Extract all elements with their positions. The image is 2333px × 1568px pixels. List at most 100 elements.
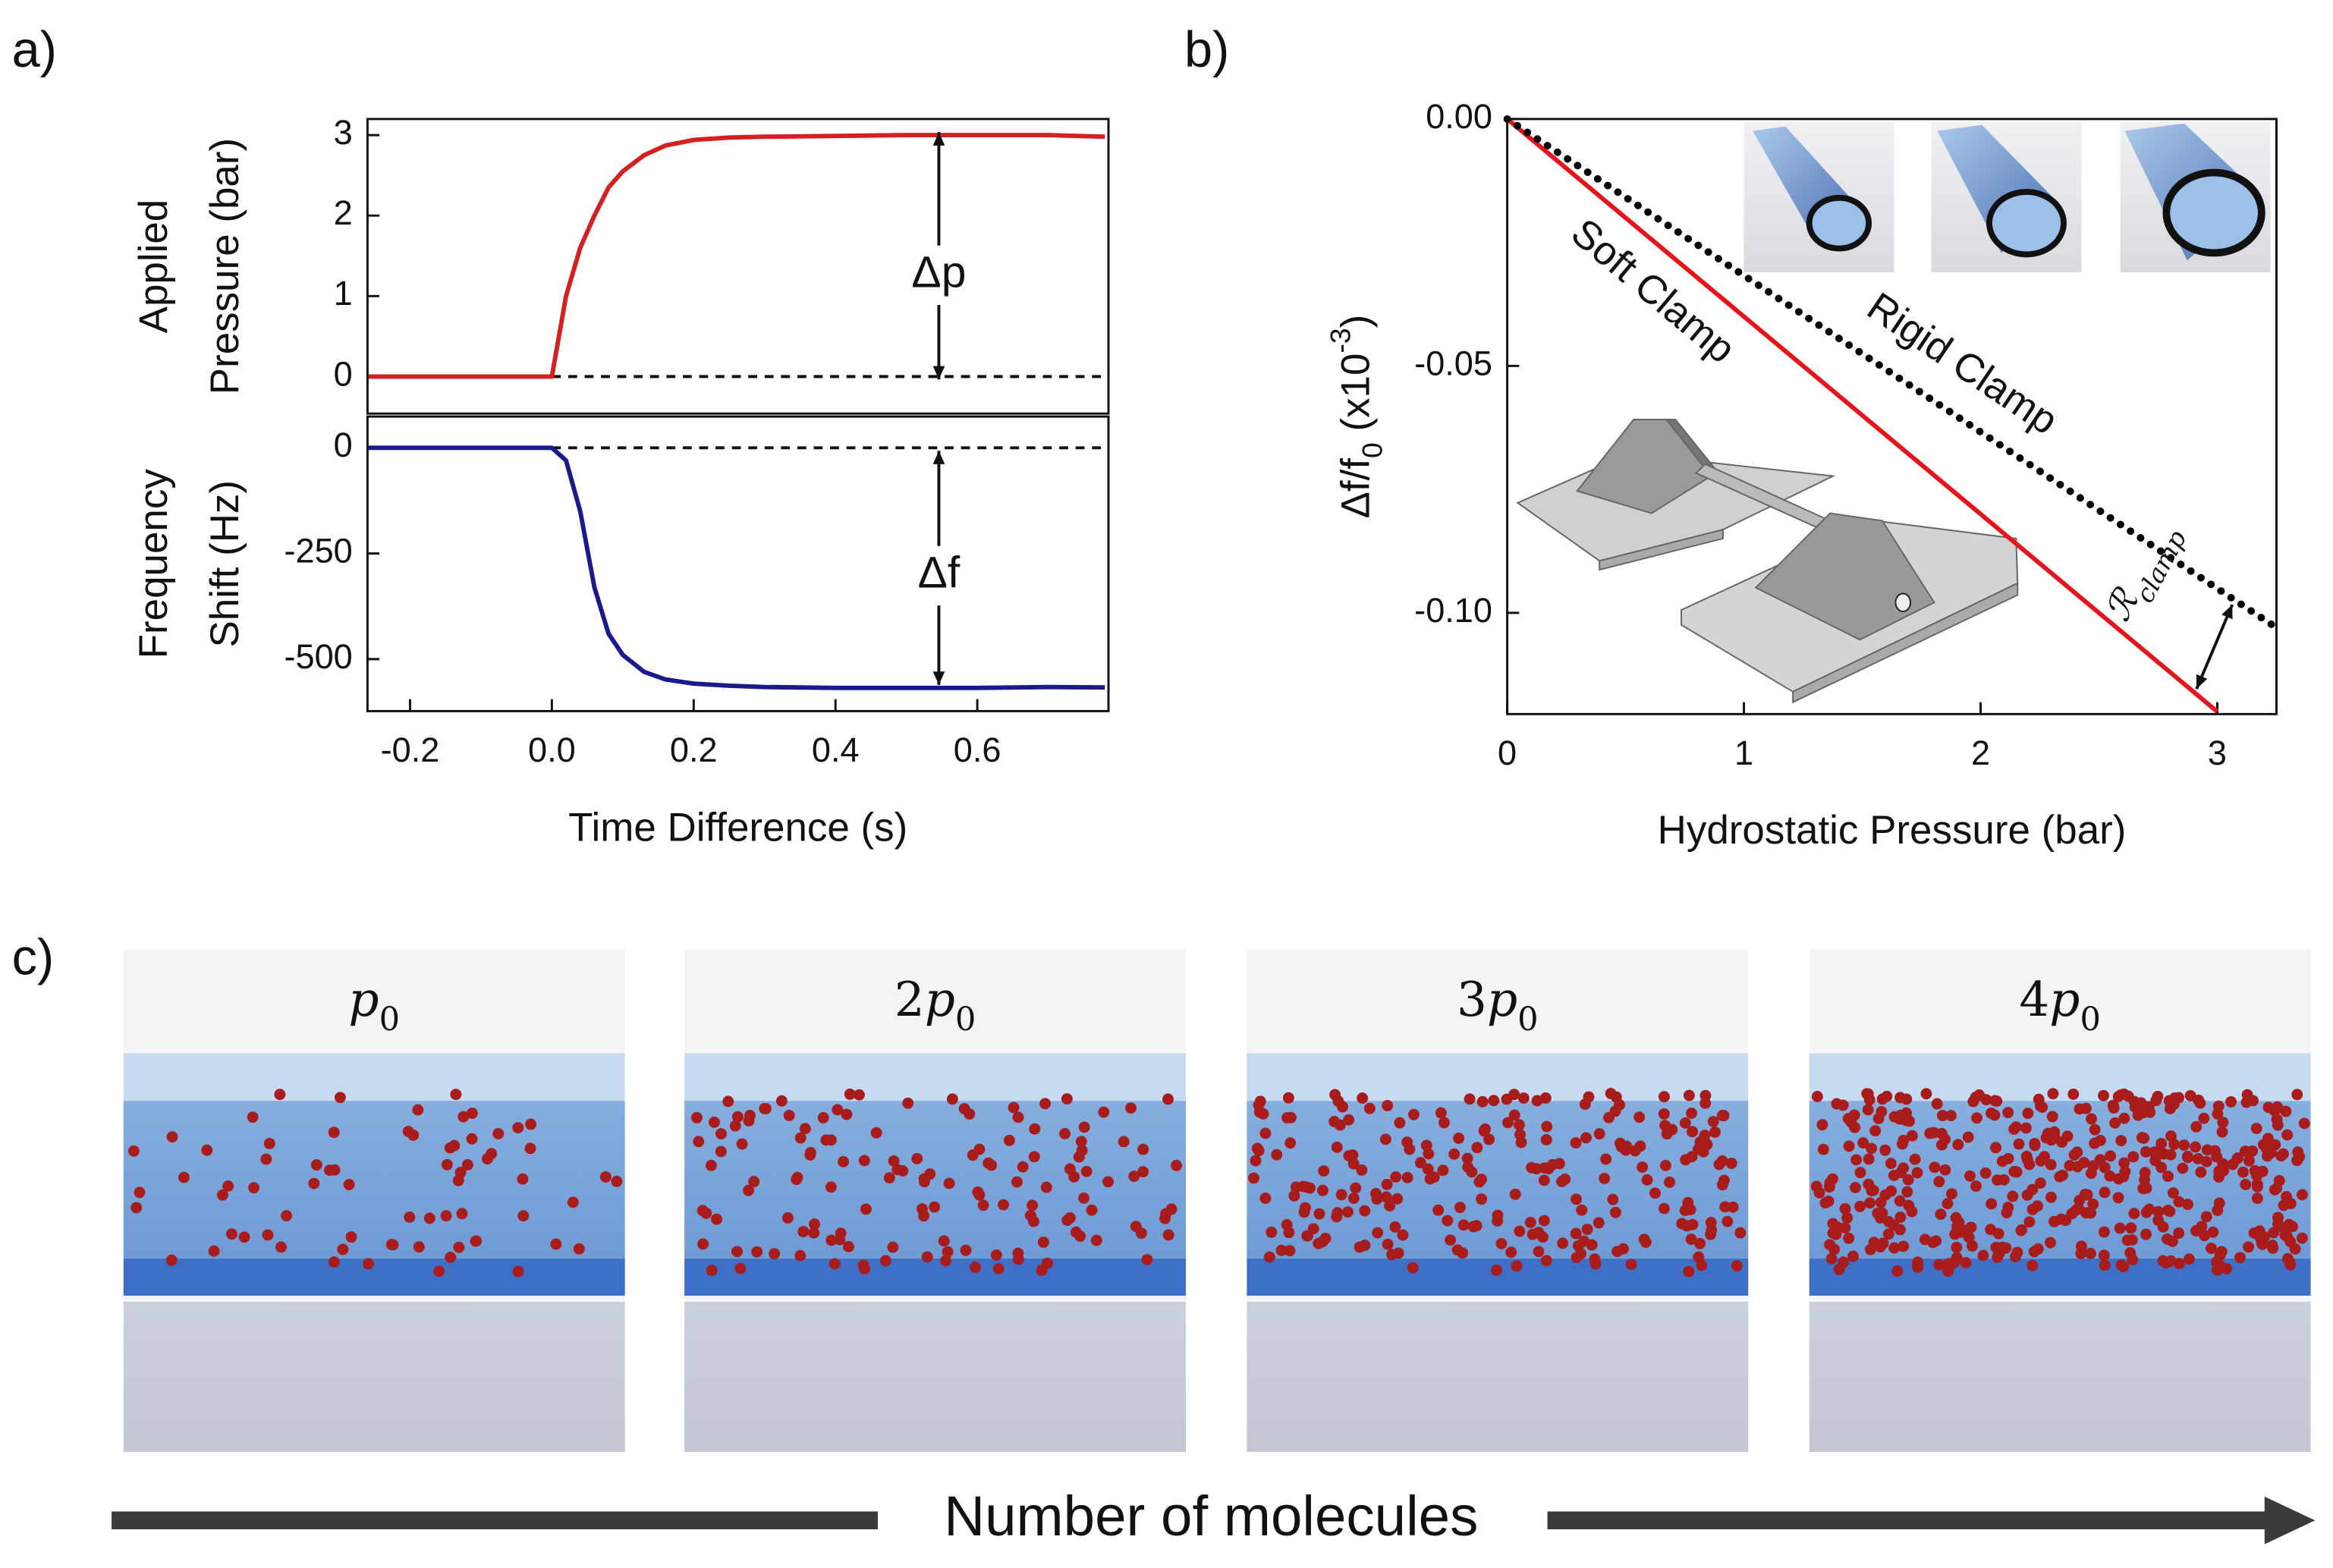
molecule [1524,1217,1536,1228]
y-axis-label: Pressure (bar) [203,138,247,394]
molecule [2000,1242,2012,1254]
molecule [165,1254,178,1266]
molecule [1137,1166,1149,1178]
molecule [769,1248,781,1260]
molecule [281,1210,293,1222]
molecule [2026,1259,2039,1271]
annotation-arrow-head [2221,605,2233,620]
molecule [1874,1241,1886,1253]
molecule [2234,1252,2247,1264]
x-axis-label: Hydrostatic Pressure (bar) [1658,808,2127,853]
molecule [2165,1255,2177,1267]
molecule [709,1116,720,1128]
molecule [1254,1095,1266,1108]
molecule [729,1120,741,1132]
molecule [2184,1253,2195,1265]
molecule [1869,1125,1882,1137]
molecule [1614,1137,1626,1149]
molecule [825,1234,838,1246]
molecule [2182,1199,2193,1211]
molecule [2105,1150,2117,1162]
molecule [809,1218,820,1230]
molecule [524,1142,536,1155]
molecule [1540,1134,1552,1145]
molecule [2099,1161,2111,1174]
molecule [274,1089,286,1101]
molecule [2212,1108,2224,1120]
molecule [841,1108,853,1120]
molecule [748,1176,760,1188]
molecule [1090,1234,1102,1246]
molecule [1508,1109,1520,1121]
molecule [1027,1199,1039,1211]
molecule [2248,1227,2260,1239]
panel-label: b) [1184,22,1229,78]
molecule [345,1231,357,1243]
molecule [1285,1111,1297,1123]
molecule [2165,1130,2177,1142]
molecule [2125,1222,2137,1234]
molecule [2273,1175,2285,1186]
y-tick-label: 0 [334,354,353,393]
x-tick-label: 0.4 [812,731,860,769]
molecule [2020,1150,2033,1162]
molecule [2035,1100,2046,1112]
molecule [1080,1165,1093,1177]
molecule [706,1265,718,1277]
molecule [550,1238,562,1250]
molecule [1990,1142,2002,1154]
molecule [1502,1117,1514,1129]
molecule [986,1159,998,1171]
molecule [2112,1091,2124,1102]
molecule [791,1174,803,1186]
molecule [697,1238,709,1250]
molecule [1162,1229,1174,1241]
y-axis-label-part: 0 [1356,442,1388,458]
molecule [2047,1088,2059,1100]
molecule [2292,1146,2304,1158]
molecule [2067,1088,2080,1100]
molecule [911,1152,923,1164]
molecule [2152,1214,2165,1227]
molecule [887,1241,899,1253]
molecule [700,1207,712,1219]
molecule [2028,1246,2040,1258]
molecule [1299,1202,1311,1214]
molecule [2291,1089,2303,1101]
molecule [838,1155,849,1167]
molecule [2068,1149,2080,1161]
molecule [1454,1202,1466,1214]
image-label-part: p [1487,971,1517,1026]
molecule [1659,1202,1670,1214]
molecule [2182,1152,2194,1164]
molecule [402,1126,414,1137]
annotation-arrow-head [932,366,945,380]
image-label-part: 0 [1517,1001,1538,1039]
x-axis-label: Time Difference (s) [568,805,907,850]
arrow-shaft [112,1511,879,1530]
molecule [1137,1143,1149,1155]
molecule [2026,1203,2039,1215]
molecule [1162,1093,1174,1105]
molecule [1382,1099,1394,1111]
molecule [1042,1257,1054,1269]
device-render [1516,419,2019,704]
molecule [1819,1197,1831,1209]
molecule [1461,1152,1473,1164]
tube-edge [123,1296,625,1302]
molecule [1863,1178,1875,1190]
molecule [1734,1227,1747,1239]
molecule [2284,1236,2297,1248]
molecule [1864,1243,1876,1255]
molecule [1317,1184,1328,1196]
tube-wall [123,1053,625,1101]
molecule [2281,1129,2294,1141]
molecule [2243,1155,2255,1167]
molecule [857,1259,869,1271]
molecule [1719,1201,1731,1213]
molecule [178,1171,190,1183]
tube-insets [1743,121,2271,272]
molecule [1581,1224,1593,1236]
molecule [1833,1263,1845,1275]
molecule [706,1159,717,1171]
